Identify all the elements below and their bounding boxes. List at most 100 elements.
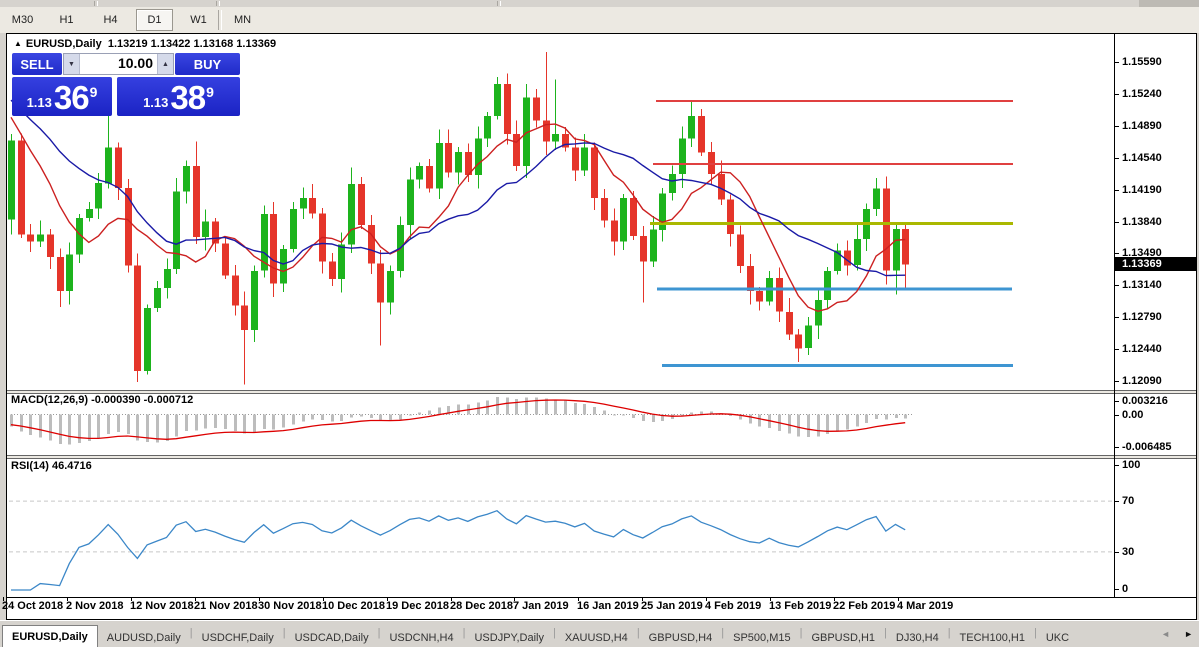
date-axis-tick (514, 597, 515, 601)
chart-tab-xauusd[interactable]: XAUUSD,H4 (564, 631, 628, 644)
macd-histogram-bar (846, 414, 849, 430)
macd-histogram-bar (457, 404, 460, 415)
macd-histogram-bar (749, 414, 752, 424)
chart-tab-usdcnh[interactable]: USDCNH,H4 (389, 631, 454, 644)
price-axis-tick (1114, 62, 1119, 63)
volume-decrease-icon[interactable]: ▼ (64, 54, 79, 74)
tab-separator: | (636, 626, 640, 639)
candle-body (552, 134, 559, 142)
macd-histogram-bar (807, 414, 810, 438)
timeframe-button-d1[interactable]: D1 (136, 9, 173, 31)
macd-histogram-bar (78, 414, 81, 444)
rsi-pane[interactable] (9, 500, 1112, 591)
candle-body (679, 138, 686, 175)
price-axis-label: 1.14190 (1122, 184, 1162, 196)
timeframe-button-mn[interactable]: MN (233, 14, 252, 26)
date-axis-label: 25 Jan 2019 (641, 600, 703, 612)
macd-axis-label: 0.00 (1122, 409, 1144, 421)
candle-body (144, 308, 151, 371)
macd-histogram-bar (360, 414, 363, 417)
macd-histogram-bar (146, 414, 149, 443)
candle-body (698, 115, 705, 153)
ma-fast-line (10, 116, 906, 313)
date-axis-tick (451, 597, 452, 601)
macd-histogram-bar (389, 414, 392, 421)
macd-histogram-bar (632, 414, 635, 418)
macd-histogram-bar (311, 414, 314, 420)
timeframe-button-w1[interactable]: W1 (190, 14, 207, 26)
timeframe-button-h1[interactable]: H1 (59, 14, 74, 26)
chart-window[interactable]: ▲ EURUSD,Daily 1.13219 1.13422 1.13168 1.… (2, 33, 1197, 620)
macd-histogram-bar (127, 414, 130, 435)
candle-body (329, 261, 336, 279)
tab-separator: | (377, 626, 381, 639)
chart-tab-gbpusd[interactable]: GBPUSD,H4 (648, 631, 713, 644)
volume-increase-icon[interactable]: ▲ (158, 54, 173, 74)
candle-body (455, 152, 462, 173)
volume-input[interactable]: 10.00 (79, 54, 158, 74)
chart-tab-sp500[interactable]: SP500,M15 (733, 631, 791, 644)
tab-separator: | (1033, 626, 1037, 639)
macd-histogram-bar (593, 407, 596, 415)
candle-body (27, 234, 34, 242)
macd-pane[interactable] (10, 397, 912, 445)
macd-histogram-bar (107, 414, 110, 434)
chart-tab-ukc[interactable]: UKC (1045, 631, 1070, 644)
macd-histogram-bar (214, 414, 217, 429)
price-axis-label: 1.12440 (1122, 343, 1162, 355)
chart-tab-usdchf[interactable]: USDCHF,Daily (201, 631, 274, 644)
main-price-pane[interactable] (8, 51, 1013, 385)
macd-histogram-bar (506, 397, 509, 415)
candle-body (572, 147, 579, 171)
rsi-indicator-label: RSI(14) 46.4716 (11, 460, 92, 472)
pane-splitter[interactable] (7, 390, 1196, 394)
toolbar-grip (94, 1, 98, 6)
macd-histogram-bar (603, 410, 606, 415)
chart-tab-usdjpy[interactable]: USDJPY,Daily (474, 631, 544, 644)
date-axis-label: 7 Jan 2019 (513, 600, 569, 612)
macd-signal-line (10, 399, 906, 440)
candle-body (533, 97, 540, 121)
date-axis-label: 13 Feb 2019 (769, 600, 832, 612)
chart-tab-dj30[interactable]: DJ30,H4 (895, 631, 939, 644)
chart-tab-tech100[interactable]: TECH100,H1 (959, 631, 1025, 644)
sell-price-panel[interactable]: 1.13 36 9 (12, 77, 112, 116)
macd-histogram-bar (350, 414, 353, 418)
macd-histogram-bar (292, 414, 295, 425)
macd-histogram-bar (652, 414, 655, 422)
buy-button[interactable]: BUY (175, 53, 240, 75)
candle-body (105, 147, 112, 184)
macd-axis-tick (1114, 401, 1119, 402)
pane-splitter[interactable] (7, 455, 1196, 459)
candle-body (601, 197, 608, 221)
macd-histogram-bar (788, 414, 791, 434)
macd-histogram-bar (321, 414, 324, 421)
price-axis-label: 1.14540 (1122, 152, 1162, 164)
chart-tab-usdcad[interactable]: USDCAD,Daily (294, 631, 369, 644)
price-axis-label: 1.13140 (1122, 279, 1162, 291)
timeframe-button-m30[interactable]: M30 (11, 14, 34, 26)
buy-price-panel[interactable]: 1.13 38 9 (117, 77, 240, 116)
tab-separator: | (282, 626, 286, 639)
macd-histogram-bar (661, 414, 664, 421)
price-axis-tick (1114, 158, 1119, 159)
chart-tab-eurusd[interactable]: EURUSD,Daily (2, 625, 98, 647)
candle-body (290, 208, 297, 249)
candle-body (854, 238, 861, 266)
window-corner (1139, 0, 1199, 7)
candle-body (270, 214, 277, 284)
candle-body (620, 197, 627, 242)
macd-histogram-bar (583, 403, 586, 415)
tabs-scroll-right-icon[interactable]: ► (1184, 629, 1193, 639)
price-axis-tick (1114, 222, 1119, 223)
chart-canvas[interactable] (7, 34, 1114, 601)
sell-button[interactable]: SELL (12, 53, 62, 75)
candle-body (37, 234, 44, 242)
volume-spinner: ▼ 10.00 ▲ (63, 53, 174, 75)
chart-tab-audusd[interactable]: AUDUSD,Daily (106, 631, 181, 644)
chart-tab-gbpusd[interactable]: GBPUSD,H1 (811, 631, 876, 644)
macd-histogram-bar (136, 414, 139, 441)
timeframe-button-h4[interactable]: H4 (103, 14, 118, 26)
candle-body (193, 165, 200, 237)
tabs-scroll-left-icon[interactable]: ◄ (1161, 629, 1171, 639)
